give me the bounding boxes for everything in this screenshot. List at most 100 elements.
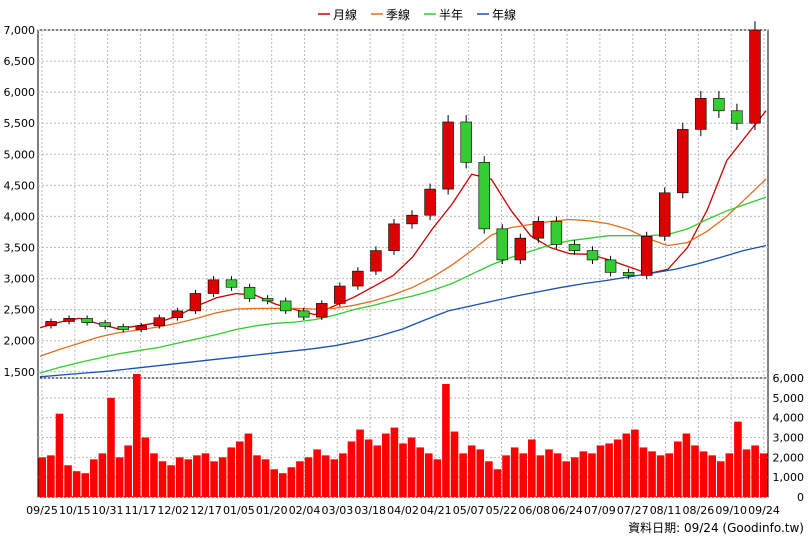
candle-body (298, 310, 310, 318)
volume-bar (210, 461, 218, 497)
volume-bar (287, 467, 296, 497)
legend-label-1: 季線 (386, 7, 410, 22)
candle-body (622, 272, 635, 276)
legend-label-0: 月線 (333, 7, 357, 22)
date-tick-label: 11/17 (125, 504, 157, 517)
volume-bar (55, 413, 64, 497)
candle-body (568, 244, 581, 251)
footer-text: 資料日期: 09/24 (Goodinfo.tw) (628, 521, 804, 535)
volume-bar (467, 445, 476, 497)
date-tick-label: 07/09 (584, 504, 616, 517)
volume-bar (313, 449, 321, 497)
volume-bar (201, 453, 210, 497)
candle-body (334, 285, 346, 304)
date-tick-label: 09/10 (715, 504, 747, 517)
candle-body (261, 298, 274, 302)
candle-body (659, 192, 671, 237)
volume-bar (622, 433, 631, 497)
volume-bar (579, 451, 588, 497)
candle-body (352, 270, 364, 287)
volume-bar (132, 374, 141, 497)
price-tick-label: 5,500 (4, 117, 36, 130)
volume-bar (167, 465, 175, 497)
volume-bar (442, 383, 450, 497)
candle-body (640, 236, 653, 276)
volume-bar (373, 445, 382, 497)
candle-body (45, 321, 57, 327)
date-tick-label: 09/25 (26, 504, 58, 517)
volume-bar (356, 429, 364, 497)
volume-tick-label: 0 (797, 491, 804, 504)
volume-bar (47, 455, 55, 497)
price-tick-label: 6,500 (4, 55, 36, 68)
candle-body (189, 293, 202, 312)
volume-bar (399, 443, 407, 497)
volume-bar (390, 427, 399, 497)
date-tick-label: 03/18 (354, 504, 386, 517)
volume-bar (244, 433, 253, 497)
volume-bar (347, 441, 356, 497)
candle-body (153, 317, 166, 327)
candle-body (713, 98, 725, 112)
price-tick-label: 6,000 (4, 86, 36, 99)
volume-bar (631, 429, 639, 497)
volume-bar (493, 469, 502, 497)
date-tick-label: 08/11 (650, 504, 682, 517)
volume-bar (476, 449, 485, 497)
candle-body (316, 303, 328, 318)
price-tick-label: 2,000 (4, 335, 36, 348)
candle-body (749, 29, 761, 124)
volume-bar (364, 439, 373, 497)
candle-body (532, 221, 545, 239)
volume-bar (502, 455, 510, 497)
volume-bar (330, 459, 339, 497)
volume-bar (605, 443, 613, 497)
volume-bar (648, 451, 656, 497)
legend-label-3: 年線 (492, 7, 516, 22)
candle-body (586, 250, 599, 261)
date-tick-label: 06/08 (518, 504, 550, 517)
volume-bar (81, 473, 90, 497)
candle-body (496, 228, 508, 261)
volume-bar (321, 455, 330, 497)
date-tick-label: 07/27 (617, 504, 649, 517)
volume-bar (38, 457, 47, 497)
volume-bar (424, 453, 433, 497)
volume-bar (107, 397, 115, 497)
volume-bar (665, 453, 674, 497)
candle-body (279, 300, 292, 312)
date-axis: 09/25 10/15 10/31 11/17 12/02 12/17 01/05 01/20… (26, 504, 780, 517)
volume-bar (278, 473, 287, 497)
date-tick-label: 02/04 (289, 504, 321, 517)
volume-bar (742, 449, 751, 497)
volume-bar (433, 459, 442, 497)
volume-tick-label: 6,000 (773, 372, 805, 385)
volume-bar (304, 457, 313, 497)
price-tick-label: 1,500 (4, 366, 36, 379)
volume-bar (296, 461, 304, 497)
volume-bar (510, 447, 519, 497)
volume-bar (674, 441, 682, 497)
date-tick-label: 08/26 (683, 504, 715, 517)
volume-bar (227, 447, 236, 497)
volume-tick-label: 3,000 (773, 432, 805, 445)
candle-body (81, 318, 93, 323)
volume-bar (175, 457, 184, 497)
volume-bar (124, 445, 132, 497)
candle-body (550, 221, 563, 245)
date-tick-label: 01/05 (223, 504, 255, 517)
volume-bar (716, 461, 725, 497)
date-tick-label: 12/02 (157, 504, 189, 517)
date-tick-label: 06/24 (551, 504, 583, 517)
volume-bar (407, 437, 416, 497)
volume-bar (639, 447, 648, 497)
candle-body (695, 98, 707, 130)
candle-body (442, 121, 454, 190)
volume-bar (725, 453, 734, 497)
price-tick-label: 3,000 (4, 273, 36, 286)
volume-bar (485, 461, 493, 497)
candle-body (731, 110, 743, 124)
candle-body (171, 310, 184, 319)
volume-bar (184, 459, 193, 497)
